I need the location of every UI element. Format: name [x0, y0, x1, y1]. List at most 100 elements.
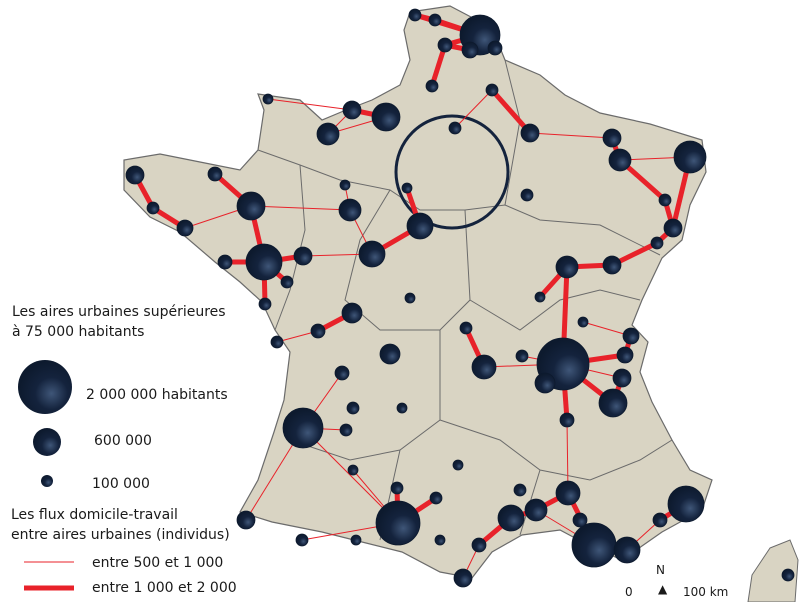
- city-amiens: [448, 121, 462, 135]
- france-land: [123, 5, 713, 579]
- legend-flow-thick-label: entre 1 000 et 2 000: [92, 580, 237, 596]
- city-caen: [316, 122, 340, 146]
- city-chalon: [534, 291, 546, 303]
- region-border: [469, 289, 641, 331]
- city-pau: [295, 533, 309, 547]
- city-stbrieuc: [207, 166, 223, 182]
- city-annecy: [616, 346, 634, 364]
- legend-circle-small: [41, 475, 53, 487]
- north-arrow-icon: ▲: [658, 582, 668, 596]
- north-label: N: [656, 563, 665, 577]
- city-marseille: [571, 522, 617, 568]
- flow-line-amiens-stq: [454, 89, 493, 129]
- region-border: [257, 149, 661, 256]
- city-cherb: [262, 93, 274, 105]
- city-dunk: [408, 8, 422, 22]
- city-bourg: [577, 316, 589, 328]
- city-bayonne: [236, 510, 256, 530]
- city-angers: [293, 246, 313, 266]
- legend-cities-title-line1: Les aires urbaines supérieures: [12, 304, 226, 320]
- city-besancon: [602, 255, 622, 275]
- city-lorient: [146, 201, 160, 215]
- city-ajaccio: [781, 568, 795, 582]
- city-nice: [667, 485, 705, 523]
- legend-size-small-label: 100 000: [92, 476, 150, 492]
- city-dijon: [555, 255, 579, 279]
- city-nimes: [524, 498, 548, 522]
- city-colmar: [658, 193, 672, 207]
- city-macon: [515, 349, 529, 363]
- city-grenoble: [598, 388, 628, 418]
- corsica-land: [747, 539, 799, 602]
- legend-size-medium-label: 600 000: [94, 433, 152, 449]
- city-niort: [310, 323, 326, 339]
- city-brive: [396, 402, 408, 414]
- scale-zero: 0: [625, 585, 633, 599]
- city-mulh: [663, 218, 683, 238]
- city-nantes: [245, 243, 283, 281]
- city-brest: [125, 165, 145, 185]
- legend-circle-medium: [33, 428, 61, 456]
- city-vichy: [459, 321, 473, 335]
- city-calais: [428, 13, 442, 27]
- city-basel: [650, 236, 664, 250]
- city-avignon: [555, 480, 581, 506]
- legend-cities-title: Les aires urbaines supérieures à 75 000 …: [12, 302, 226, 342]
- legend-size-large-label: 2 000 000 habitants: [86, 387, 228, 403]
- city-montauban: [390, 481, 404, 495]
- city-geneva: [622, 327, 640, 345]
- city-montp: [497, 504, 525, 532]
- city-agen: [339, 423, 353, 437]
- city-larochelle: [270, 335, 284, 349]
- city-valen: [487, 40, 503, 56]
- scale-distance: 100 km: [683, 585, 729, 599]
- city-larochesy: [258, 297, 272, 311]
- flow-line-lehavre-cherb: [267, 98, 353, 111]
- city-limoges: [379, 343, 401, 365]
- city-bethune: [437, 37, 453, 53]
- city-stq: [485, 83, 499, 97]
- city-aix: [572, 512, 588, 528]
- city-lemans: [338, 198, 362, 222]
- legend-circle-large: [18, 360, 72, 414]
- city-ales: [513, 483, 527, 497]
- city-rouen: [371, 102, 401, 132]
- legend-flows-title-line2: entre aires urbaines (individus): [11, 527, 230, 543]
- city-orleans: [406, 212, 434, 240]
- paris-ring: [394, 114, 510, 230]
- legend-flows-title: Les flux domicile-travail entre aires ur…: [11, 505, 230, 545]
- legend-flows-title-line1: Les flux domicile-travail: [11, 507, 178, 523]
- city-albi: [429, 491, 443, 505]
- city-toulouse: [375, 500, 421, 546]
- city-perig: [346, 401, 360, 415]
- city-troyes: [520, 188, 534, 202]
- city-perpignan: [453, 568, 473, 588]
- flow-line-metz-reims: [529, 132, 613, 139]
- city-rennes: [236, 191, 266, 221]
- flow-line-rennes-lemans: [250, 205, 351, 211]
- city-stnaz: [217, 254, 233, 270]
- legend-cities-title-line2: à 75 000 habitants: [12, 324, 145, 340]
- city-douai: [461, 41, 479, 59]
- legend-flow-thin-label: entre 500 et 1 000: [92, 555, 224, 571]
- city-cannes: [652, 512, 668, 528]
- city-tarbes: [350, 534, 362, 546]
- city-tours: [358, 240, 386, 268]
- city-mende: [452, 459, 464, 471]
- city-auch: [347, 464, 359, 476]
- city-rodez: [434, 534, 446, 546]
- city-metz: [602, 128, 622, 148]
- city-bourges: [404, 292, 416, 304]
- city-chartres: [401, 182, 413, 194]
- city-valence: [559, 412, 575, 428]
- city-nancy: [608, 148, 632, 172]
- city-toulon: [613, 536, 641, 564]
- city-poitiers: [341, 302, 363, 324]
- flow-line-reims-stq: [490, 88, 532, 135]
- city-cholet: [280, 275, 294, 289]
- region-border: [439, 419, 673, 481]
- city-angoul: [334, 365, 350, 381]
- city-stetienne: [534, 372, 556, 394]
